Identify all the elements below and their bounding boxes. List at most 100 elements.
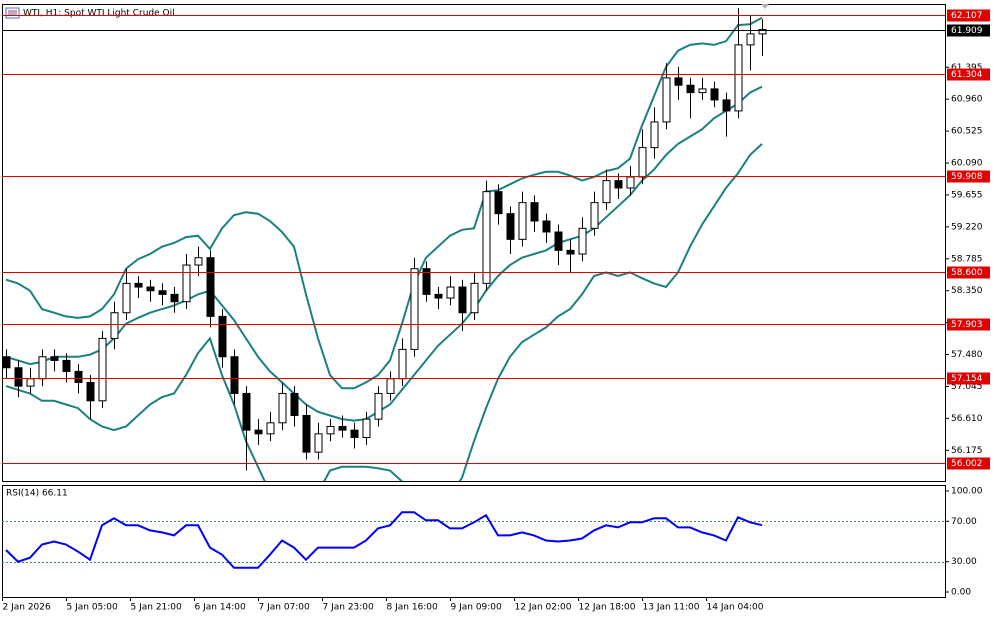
candle-body	[518, 202, 527, 240]
candle-body	[542, 220, 551, 233]
candle-body	[722, 99, 731, 112]
candle-body	[758, 29, 767, 35]
candle-body	[602, 180, 611, 204]
candle-body	[566, 249, 575, 255]
symbol-icon	[5, 7, 20, 19]
candle-body	[434, 293, 443, 299]
candle-body	[50, 356, 59, 361]
candle-body	[686, 84, 695, 94]
y-tick-label: 100.00	[951, 486, 983, 496]
candle-body	[350, 429, 359, 438]
level-label-box	[947, 9, 990, 22]
candle-body	[650, 121, 659, 149]
level-label-box	[947, 170, 990, 183]
x-tick-label: 7 Jan 23:00	[323, 603, 375, 613]
candle-body	[734, 44, 743, 112]
rsi-panel-frame	[2, 485, 946, 598]
candle-body	[26, 378, 35, 387]
candle-body	[86, 381, 95, 402]
x-tick-label: 7 Jan 07:00	[259, 603, 311, 613]
y-tick-label: 57.045	[951, 382, 983, 392]
bollinger-band	[5, 16, 763, 390]
level-label-box	[947, 318, 990, 331]
bollinger-band	[5, 85, 763, 422]
level-label-box	[947, 457, 990, 470]
candle-body	[314, 433, 323, 453]
candle-body	[506, 213, 515, 240]
x-tick-label: 2 Jan 2026	[3, 603, 51, 613]
candle-body	[98, 337, 107, 402]
rsi-line	[5, 511, 763, 569]
candle-body	[398, 348, 407, 380]
level-label: 57.154	[951, 374, 983, 384]
level-label: 56.002	[951, 459, 983, 469]
candle-body	[230, 356, 239, 394]
candle-body	[362, 418, 371, 438]
candle-body	[194, 257, 203, 266]
x-tick-label: 5 Jan 05:00	[67, 603, 119, 613]
candle-body	[122, 282, 131, 314]
candle-body	[590, 202, 599, 229]
candle-body	[446, 286, 455, 299]
candle-body	[242, 392, 251, 431]
candle-body	[74, 370, 83, 383]
candle-body	[746, 33, 755, 46]
plot-area	[5, 511, 763, 569]
candle-body	[662, 77, 671, 123]
candle-body	[698, 88, 707, 94]
candle-body	[14, 367, 23, 387]
y-tick-label: 56.610	[951, 414, 983, 424]
level-label-box	[947, 266, 990, 279]
y-tick-label: 30.00	[951, 557, 977, 567]
candle-body	[338, 425, 347, 431]
candle-body	[674, 77, 683, 86]
level-label: 59.908	[951, 172, 983, 182]
x-tick-label: 8 Jan 16:00	[387, 603, 439, 613]
level-label: 57.903	[951, 320, 983, 330]
level-label: 58.600	[951, 268, 983, 278]
x-tick-label: 6 Jan 14:00	[195, 603, 247, 613]
candle-body	[554, 231, 563, 251]
candle-body	[218, 315, 227, 358]
candle-body	[134, 282, 143, 288]
y-tick-label: 58.350	[951, 286, 983, 296]
rsi-title: RSI(14) 66.11	[6, 489, 68, 499]
candle-body	[494, 191, 503, 215]
candle-body	[62, 359, 71, 372]
candle-body	[278, 392, 287, 424]
candle-body	[710, 88, 719, 101]
y-tick-label: 57.480	[951, 350, 983, 360]
y-tick-label: 70.00	[951, 517, 977, 527]
last-price-label: 61.909	[951, 26, 983, 36]
candle-body	[146, 286, 155, 292]
candle-body	[374, 392, 383, 420]
candle-body	[530, 202, 539, 222]
y-tick-label: 60.525	[951, 127, 983, 137]
x-tick-label: 12 Jan 18:00	[579, 603, 636, 613]
candle-body	[578, 227, 587, 255]
x-tick-label: 13 Jan 11:00	[643, 603, 700, 613]
x-tick-label: 12 Jan 02:00	[515, 603, 572, 613]
y-tick-label: 60.090	[951, 159, 983, 169]
candle-body	[170, 293, 179, 303]
candle-body	[290, 392, 299, 416]
candle-body	[266, 422, 275, 435]
candle-body	[386, 378, 395, 394]
last-price-box	[947, 24, 990, 37]
candle-body	[206, 257, 215, 317]
candle-body	[614, 180, 623, 189]
candle-body	[458, 286, 467, 314]
plot-area	[2, 8, 767, 481]
candle-body	[482, 191, 491, 284]
candle-body	[2, 356, 11, 369]
candle-body	[410, 268, 419, 350]
y-tick-label: 59.655	[951, 190, 983, 200]
candle-body	[182, 264, 191, 303]
y-tick-label: 56.175	[951, 446, 983, 456]
candle-body	[110, 312, 119, 339]
y-tick-label: 0.00	[951, 588, 971, 598]
level-label: 61.304	[951, 70, 983, 80]
level-label-box	[947, 372, 990, 385]
